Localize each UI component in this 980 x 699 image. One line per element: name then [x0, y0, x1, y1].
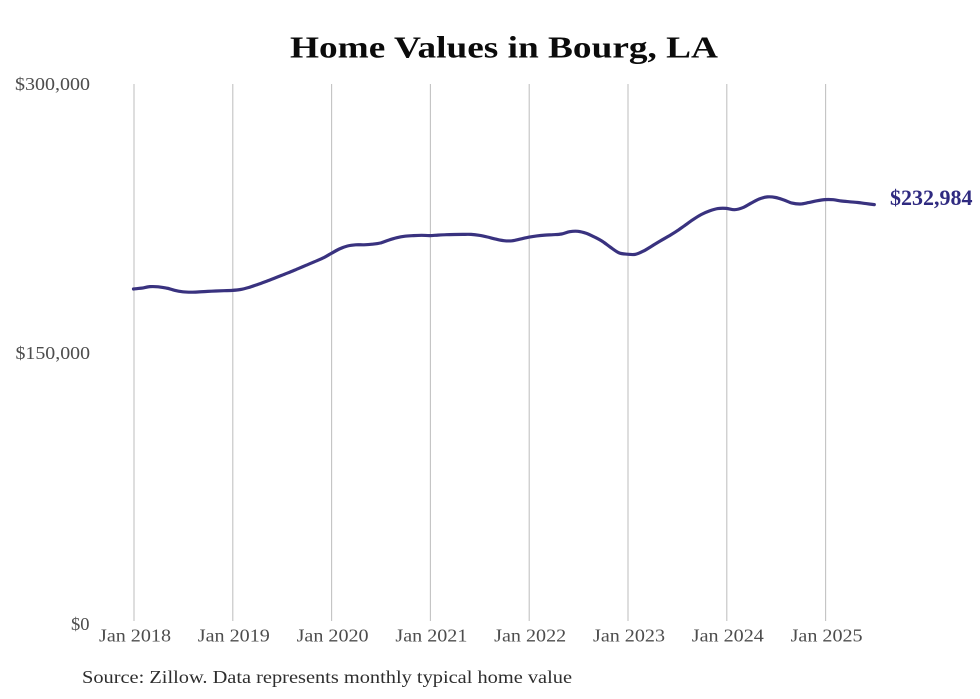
svg-text:Jan 2022: Jan 2022 [494, 626, 566, 646]
svg-text:$0: $0 [71, 614, 90, 634]
svg-text:Source: Zillow. Data represent: Source: Zillow. Data represents monthly … [82, 667, 572, 687]
svg-text:Jan 2025: Jan 2025 [791, 626, 863, 646]
svg-text:$232,984: $232,984 [890, 185, 973, 210]
svg-text:Jan 2020: Jan 2020 [297, 626, 369, 646]
svg-text:Jan 2024: Jan 2024 [692, 626, 764, 646]
svg-text:Home Values in Bourg, LA: Home Values in Bourg, LA [290, 30, 719, 65]
svg-text:Jan 2019: Jan 2019 [198, 626, 270, 646]
svg-text:$150,000: $150,000 [16, 343, 91, 363]
svg-text:$300,000: $300,000 [15, 74, 90, 94]
svg-text:Jan 2018: Jan 2018 [99, 626, 171, 646]
svg-text:Jan 2021: Jan 2021 [395, 626, 467, 646]
svg-text:Jan 2023: Jan 2023 [593, 626, 665, 646]
